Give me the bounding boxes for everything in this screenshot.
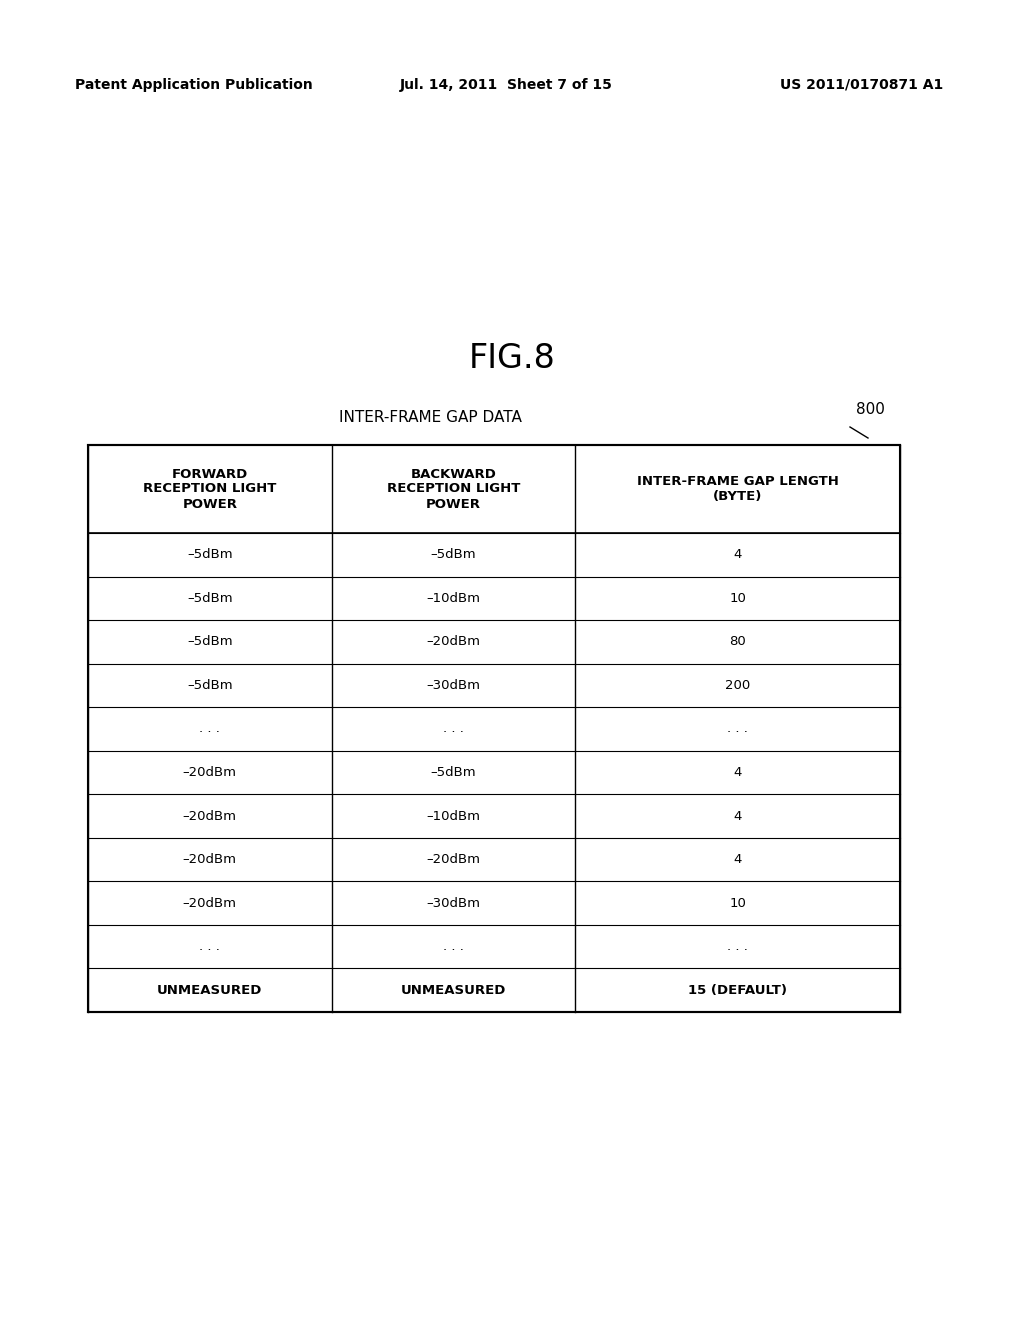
- Text: 4: 4: [733, 548, 741, 561]
- Text: –20dBm: –20dBm: [183, 853, 237, 866]
- Text: . . .: . . .: [443, 940, 464, 953]
- Text: –20dBm: –20dBm: [183, 809, 237, 822]
- Text: Patent Application Publication: Patent Application Publication: [75, 78, 312, 92]
- Text: BACKWARD
RECEPTION LIGHT
POWER: BACKWARD RECEPTION LIGHT POWER: [387, 467, 520, 511]
- Text: UNMEASURED: UNMEASURED: [400, 983, 506, 997]
- Text: –20dBm: –20dBm: [426, 853, 480, 866]
- Text: UNMEASURED: UNMEASURED: [157, 983, 262, 997]
- Text: –20dBm: –20dBm: [426, 635, 480, 648]
- Text: –5dBm: –5dBm: [430, 766, 476, 779]
- Text: FORWARD
RECEPTION LIGHT
POWER: FORWARD RECEPTION LIGHT POWER: [143, 467, 276, 511]
- Text: INTER-FRAME GAP DATA: INTER-FRAME GAP DATA: [339, 411, 521, 425]
- Text: 4: 4: [733, 853, 741, 866]
- Text: –5dBm: –5dBm: [187, 548, 232, 561]
- Text: –5dBm: –5dBm: [187, 635, 232, 648]
- Text: –20dBm: –20dBm: [183, 766, 237, 779]
- Text: . . .: . . .: [727, 722, 749, 735]
- Text: . . .: . . .: [443, 722, 464, 735]
- Text: –30dBm: –30dBm: [426, 896, 480, 909]
- Text: 10: 10: [729, 896, 746, 909]
- Text: –30dBm: –30dBm: [426, 678, 480, 692]
- Text: INTER-FRAME GAP LENGTH
(BYTE): INTER-FRAME GAP LENGTH (BYTE): [637, 475, 839, 503]
- Text: 4: 4: [733, 766, 741, 779]
- Text: –10dBm: –10dBm: [426, 591, 480, 605]
- Text: . . .: . . .: [200, 722, 220, 735]
- Text: FIG.8: FIG.8: [469, 342, 555, 375]
- Text: –5dBm: –5dBm: [187, 678, 232, 692]
- Text: . . .: . . .: [200, 940, 220, 953]
- Text: US 2011/0170871 A1: US 2011/0170871 A1: [780, 78, 943, 92]
- Text: 80: 80: [729, 635, 745, 648]
- Text: 4: 4: [733, 809, 741, 822]
- Text: 10: 10: [729, 591, 746, 605]
- Text: 15 (DEFAULT): 15 (DEFAULT): [688, 983, 787, 997]
- Text: Jul. 14, 2011  Sheet 7 of 15: Jul. 14, 2011 Sheet 7 of 15: [400, 78, 613, 92]
- Text: –20dBm: –20dBm: [183, 896, 237, 909]
- Text: –10dBm: –10dBm: [426, 809, 480, 822]
- Text: 200: 200: [725, 678, 751, 692]
- Text: . . .: . . .: [727, 940, 749, 953]
- Text: 800: 800: [856, 403, 885, 417]
- Text: –5dBm: –5dBm: [430, 548, 476, 561]
- Text: –5dBm: –5dBm: [187, 591, 232, 605]
